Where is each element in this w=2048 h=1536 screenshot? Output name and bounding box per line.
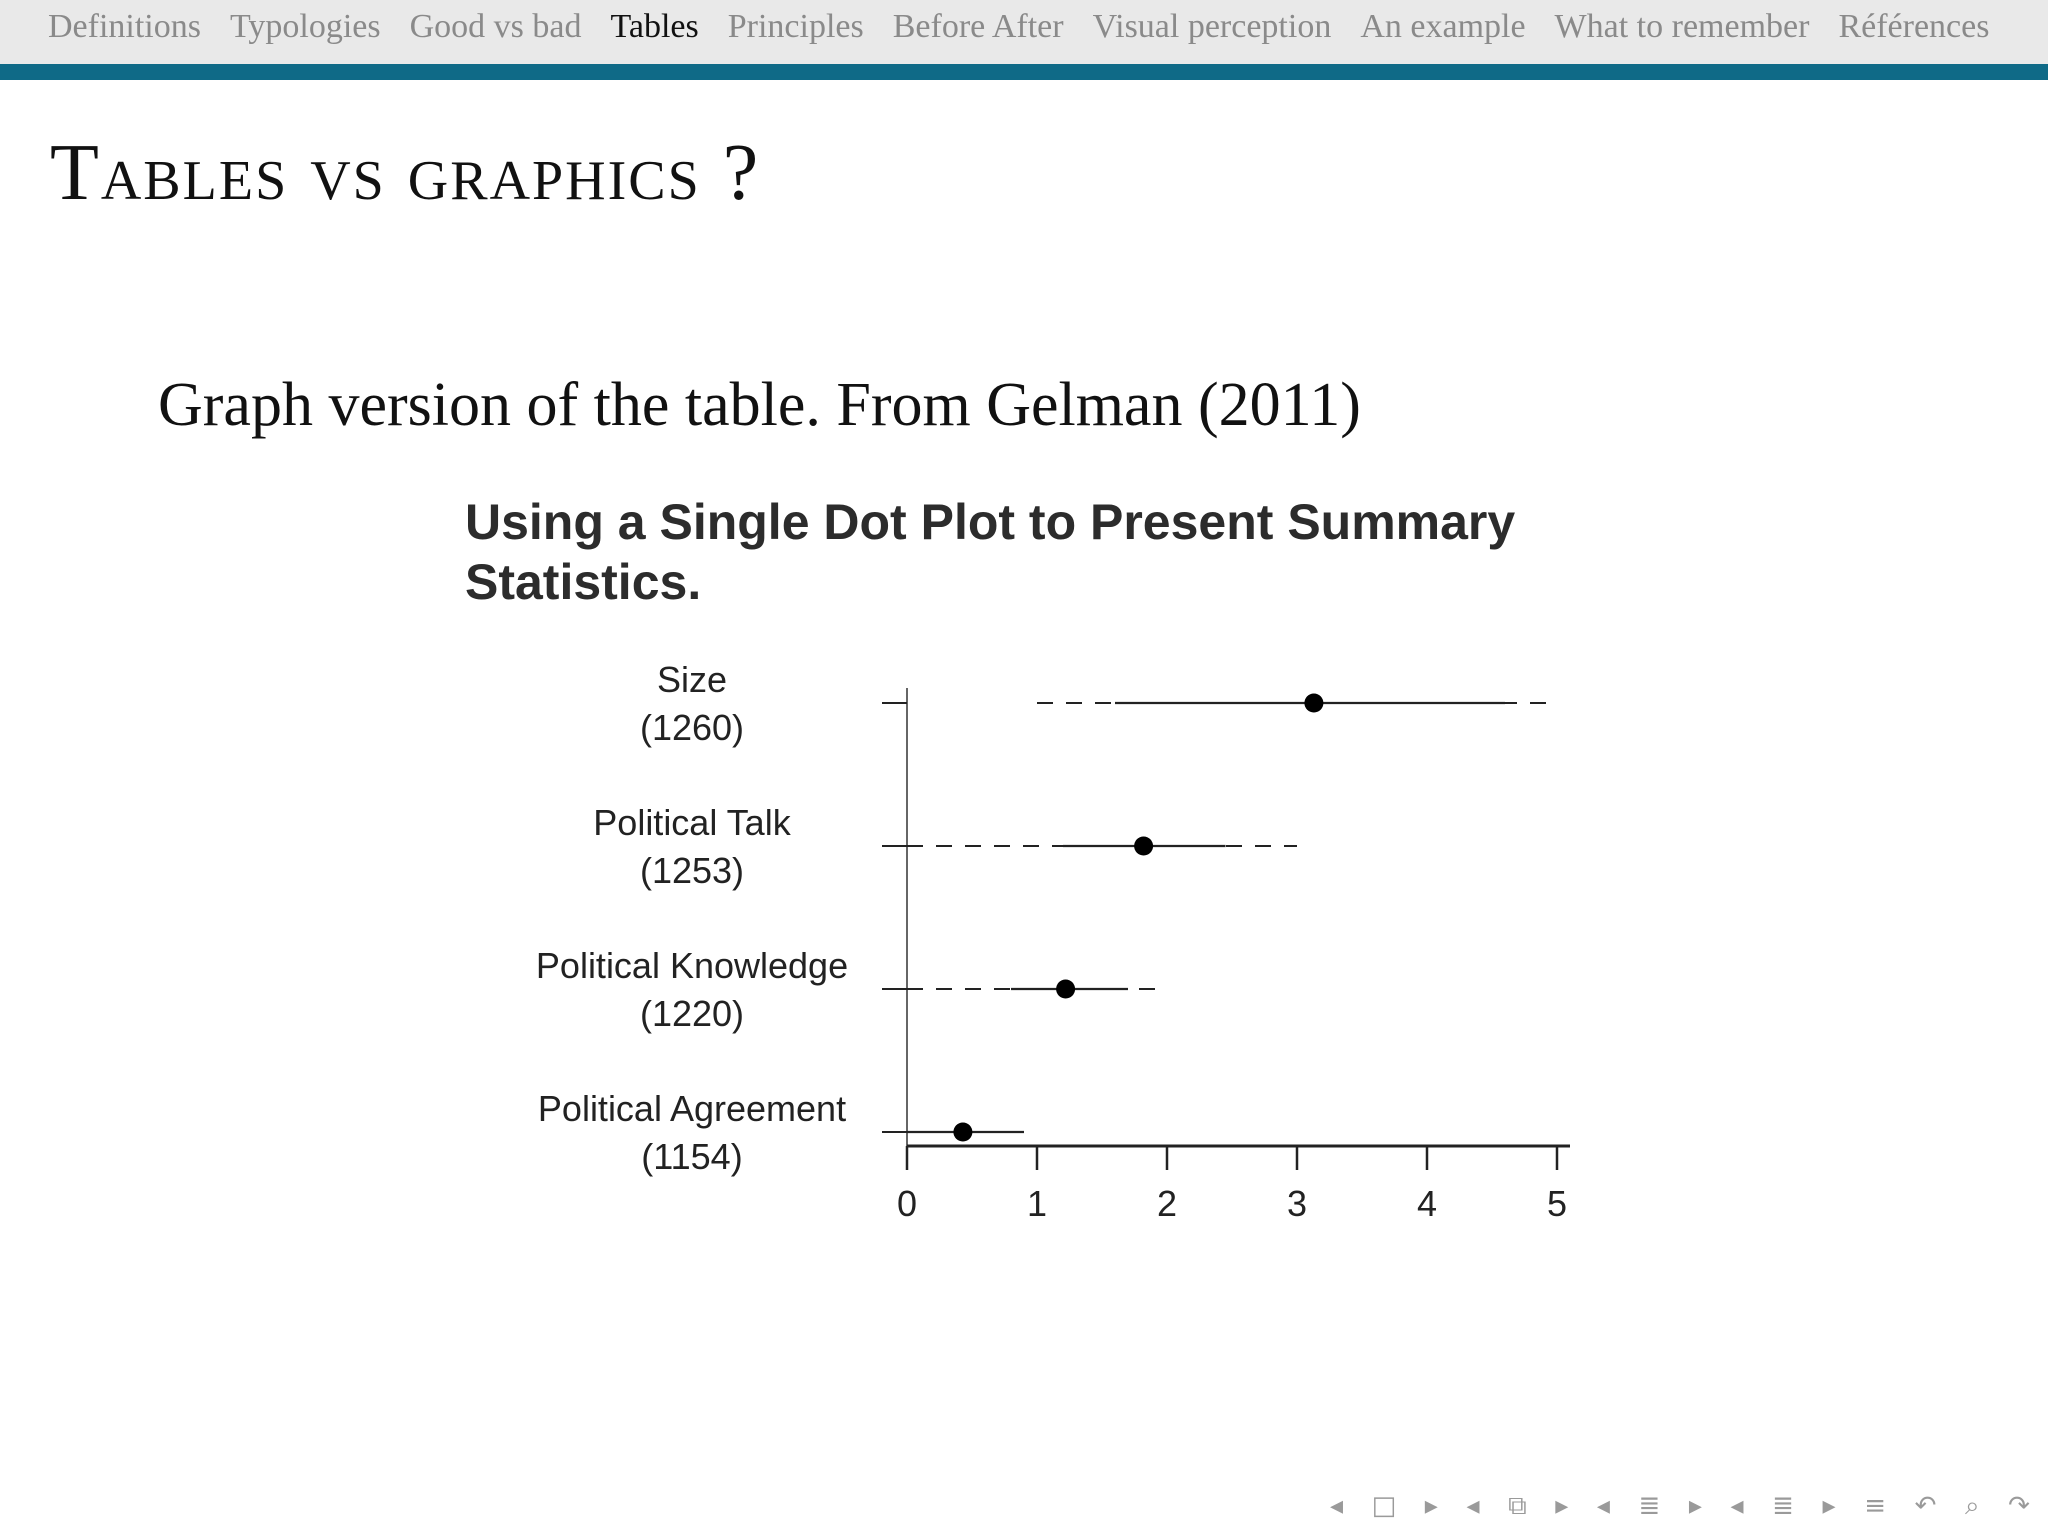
nav-item-an-example[interactable]: An example: [1360, 8, 1526, 45]
nav-item-visual-perception[interactable]: Visual perception: [1092, 8, 1332, 45]
category-label: Political Agreement: [538, 1088, 846, 1129]
mean-dot: [953, 1122, 973, 1142]
arrow-right-icon[interactable]: ▸: [1424, 1491, 1438, 1521]
x-axis-tick-label: 4: [1417, 1183, 1437, 1224]
arrow-right-icon[interactable]: ▸: [1822, 1491, 1836, 1521]
x-axis-tick-label: 0: [897, 1183, 917, 1224]
category-sample-size: (1260): [640, 707, 744, 748]
arrow-left-icon[interactable]: ◂: [1730, 1491, 1744, 1521]
category-sample-size: (1253): [640, 850, 744, 891]
category-label: Size: [657, 659, 727, 700]
subsection-icon[interactable]: ⧉: [1508, 1490, 1527, 1521]
nav-item-before-after[interactable]: Before After: [892, 8, 1064, 45]
figure-title-line: Using a Single Dot Plot to Present Summa…: [465, 494, 1516, 550]
section-icon[interactable]: ≣: [1638, 1491, 1661, 1521]
x-axis-tick-label: 1: [1027, 1183, 1047, 1224]
category-label: Political Talk: [593, 802, 791, 843]
mean-dot: [1304, 693, 1324, 713]
nav-item-typologies[interactable]: Typologies: [229, 8, 381, 45]
figure-caption: Graph version of the table. From Gelman …: [158, 371, 1361, 439]
mean-dot: [1134, 836, 1154, 856]
section-navigation-bar: Definitions Typologies Good vs bad Tables Pr…: [0, 0, 2048, 64]
navigation-divider: [0, 64, 2048, 80]
frame-title: Tables vs graphics ?: [50, 129, 761, 217]
arrow-left-icon[interactable]: ◂: [1330, 1491, 1344, 1521]
presentation-navigation-controls: ◂ □ ▸ ◂ ⧉ ▸ ◂ ≣ ▸ ◂ ≣ ▸ ≡ ↶ ⌕ ↷: [1330, 1486, 2030, 1526]
arrow-right-icon[interactable]: ▸: [1555, 1491, 1569, 1521]
nav-item-good-vs-bad[interactable]: Good vs bad: [409, 8, 582, 45]
outline-icon[interactable]: ≡: [1864, 1491, 1886, 1521]
search-icon[interactable]: ⌕: [1964, 1490, 1980, 1521]
category-sample-size: (1220): [640, 993, 744, 1034]
section-navigation-list: Definitions Typologies Good vs bad Tables Pr…: [48, 8, 2018, 46]
category-sample-size: (1154): [641, 1136, 742, 1177]
nav-item-tables[interactable]: Tables: [610, 8, 699, 45]
section-icon[interactable]: ≣: [1772, 1491, 1794, 1521]
frame-icon[interactable]: □: [1371, 1491, 1397, 1521]
nav-item-r-f-rences[interactable]: Références: [1838, 8, 1990, 45]
nav-item-principles[interactable]: Principles: [727, 8, 864, 45]
x-axis-tick-label: 5: [1547, 1183, 1567, 1224]
arrow-left-icon[interactable]: ◂: [1466, 1491, 1480, 1521]
figure-title-line: Statistics.: [465, 554, 702, 610]
nav-item-what-to-remember[interactable]: What to remember: [1554, 8, 1810, 45]
category-label: Political Knowledge: [536, 945, 848, 986]
arrow-right-icon[interactable]: ▸: [1688, 1491, 1702, 1521]
nav-item-definitions[interactable]: Definitions: [48, 8, 201, 45]
arrow-left-icon[interactable]: ◂: [1596, 1491, 1610, 1521]
back-icon[interactable]: ↶: [1914, 1491, 1937, 1521]
mean-dot: [1056, 979, 1076, 999]
x-axis-tick-label: 2: [1157, 1183, 1177, 1224]
forward-icon[interactable]: ↷: [2008, 1491, 2030, 1521]
figure-title: Using a Single Dot Plot to Present Summa…: [465, 492, 1665, 612]
x-axis-tick-label: 3: [1287, 1183, 1307, 1224]
